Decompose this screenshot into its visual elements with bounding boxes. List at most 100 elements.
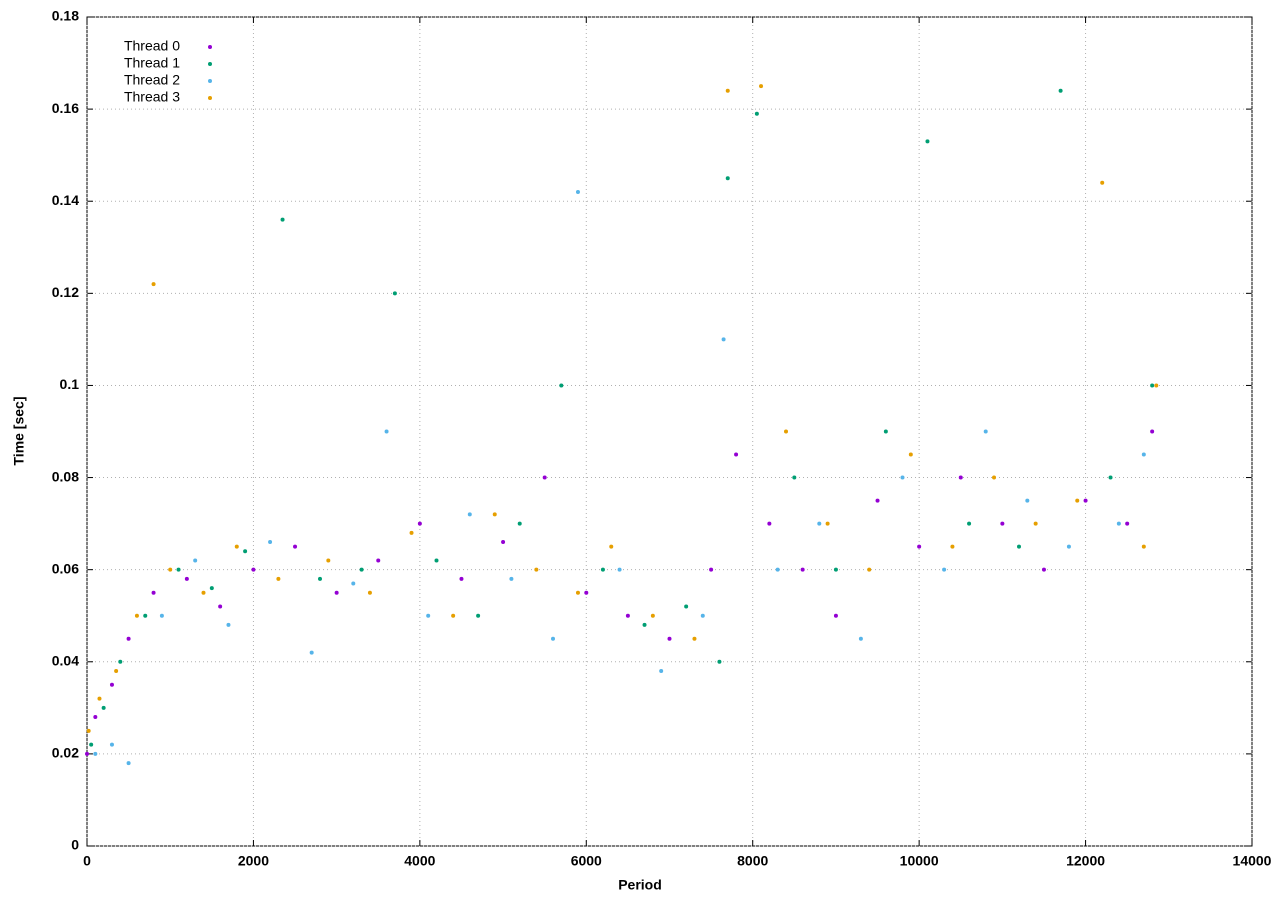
point — [775, 567, 780, 572]
point — [1075, 498, 1080, 503]
point — [908, 452, 913, 457]
point — [659, 668, 664, 673]
point — [1141, 544, 1146, 549]
point — [85, 751, 89, 756]
point — [667, 636, 672, 641]
point — [114, 668, 119, 673]
point — [1108, 475, 1113, 480]
y-tick-label: 0 — [71, 837, 79, 853]
point — [967, 521, 972, 526]
point — [417, 521, 422, 526]
point — [542, 475, 547, 480]
point — [575, 590, 580, 595]
point — [201, 590, 206, 595]
point — [1058, 88, 1063, 93]
point — [759, 84, 764, 89]
point — [609, 544, 614, 549]
point — [89, 742, 94, 747]
point — [409, 530, 414, 535]
point — [1025, 498, 1030, 503]
point — [917, 544, 922, 549]
y-tick-label: 0.04 — [52, 652, 79, 668]
point — [734, 452, 739, 457]
point — [1141, 452, 1146, 457]
point — [151, 590, 156, 595]
point — [792, 475, 797, 480]
point — [858, 636, 863, 641]
point — [867, 567, 872, 572]
point — [534, 567, 539, 572]
y-tick-label: 0.02 — [52, 745, 79, 761]
point — [384, 429, 389, 434]
point — [268, 540, 273, 545]
point — [101, 705, 106, 710]
point — [833, 613, 838, 618]
point — [833, 567, 838, 572]
legend-marker — [208, 62, 212, 66]
point — [925, 139, 930, 144]
point — [1033, 521, 1038, 526]
y-tick-label: 0.1 — [60, 376, 80, 392]
point — [1017, 544, 1021, 549]
point — [234, 544, 239, 549]
point — [218, 604, 223, 609]
point — [692, 636, 697, 641]
point — [126, 761, 131, 766]
y-tick-label: 0.06 — [52, 560, 79, 576]
point — [992, 475, 997, 480]
point — [426, 613, 431, 618]
x-tick-label: 0 — [83, 853, 91, 869]
point — [376, 558, 381, 563]
point — [134, 613, 139, 618]
point — [725, 88, 730, 93]
point — [318, 576, 322, 581]
point — [1041, 567, 1046, 572]
point — [684, 604, 689, 609]
point — [1000, 521, 1005, 526]
point — [950, 544, 955, 549]
legend-marker — [208, 45, 212, 49]
legend-marker — [208, 96, 212, 100]
point — [600, 567, 605, 572]
point — [176, 567, 181, 572]
point — [392, 291, 397, 296]
point — [476, 613, 481, 618]
point — [86, 728, 91, 733]
point — [209, 586, 214, 591]
point — [151, 282, 156, 287]
y-tick-label: 0.18 — [52, 8, 79, 24]
point — [293, 544, 298, 549]
point — [983, 429, 988, 434]
point — [1150, 383, 1155, 388]
x-tick-label: 4000 — [404, 853, 435, 869]
plot-frame — [86, 16, 1253, 847]
point — [1154, 383, 1159, 388]
y-tick-label: 0.08 — [52, 468, 79, 484]
y-tick-label: 0.16 — [52, 100, 79, 116]
point — [825, 521, 830, 526]
x-tick-label: 2000 — [238, 853, 269, 869]
point — [784, 429, 788, 434]
point — [434, 558, 439, 563]
legend-label: Thread 3 — [124, 89, 180, 105]
legend-label: Thread 0 — [124, 38, 180, 54]
point — [243, 549, 248, 554]
point — [617, 567, 622, 572]
y-axis-label: Time [sec] — [11, 397, 27, 466]
point — [642, 622, 647, 627]
point — [168, 567, 173, 572]
point — [721, 337, 726, 342]
point — [309, 650, 314, 655]
point — [109, 682, 114, 687]
point — [359, 567, 364, 572]
point — [551, 636, 555, 641]
x-tick-label: 14000 — [1233, 853, 1272, 869]
point — [584, 590, 589, 595]
point — [709, 567, 714, 572]
point — [1066, 544, 1071, 549]
point — [193, 558, 198, 563]
point — [717, 659, 722, 664]
point — [559, 383, 564, 388]
point — [334, 590, 339, 595]
legend-label: Thread 1 — [124, 55, 180, 71]
